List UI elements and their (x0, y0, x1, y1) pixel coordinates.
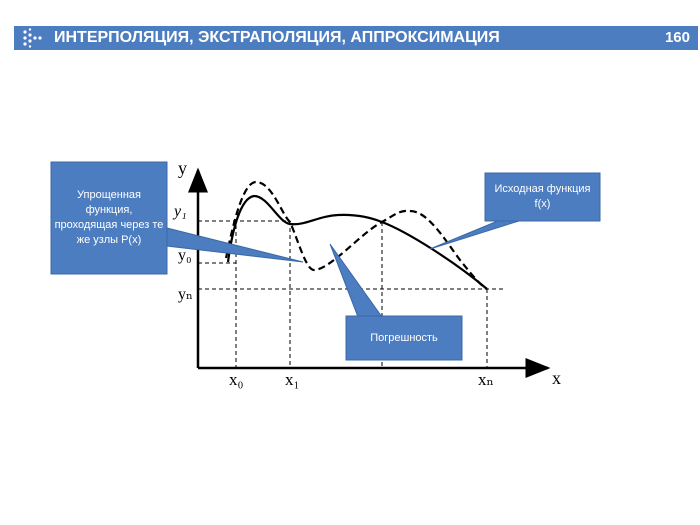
y-axis-label: y (178, 158, 187, 178)
original-curve (226, 194, 488, 290)
dotted-arrow-icon (23, 28, 42, 48)
x-tick-x0: x₀ (229, 370, 244, 389)
guide-lines (198, 220, 505, 368)
interpolating-curve (224, 180, 488, 290)
y-tick-y0: y₀ (178, 247, 192, 264)
y-tick-yn: yₙ (178, 286, 193, 303)
callout-simplified-shape (50, 161, 304, 275)
page-number: 160 (664, 29, 690, 46)
y-tick-y1: y₁ (174, 203, 187, 220)
callout-error-shape (329, 243, 463, 361)
callout-error: Погрешность (370, 331, 438, 344)
page-title: ИНТЕРПОЛЯЦИЯ, ЭКСТРАПОЛЯЦИЯ, АППРОКСИМАЦ… (54, 29, 500, 46)
header-bar: ИНТЕРПОЛЯЦИЯ, ЭКСТРАПОЛЯЦИЯ, АППРОКСИМАЦ… (14, 26, 698, 50)
callout-original-function: Исходная функция f(x) (494, 183, 591, 210)
x-axis-label: x (552, 368, 561, 388)
x-tick-xn: xₙ (478, 370, 494, 389)
callout-simplified-function: Упрощенная функция, проходящая через те … (54, 189, 164, 246)
x-tick-x1: x₁ (285, 370, 300, 389)
callout-original-shape (429, 172, 601, 250)
